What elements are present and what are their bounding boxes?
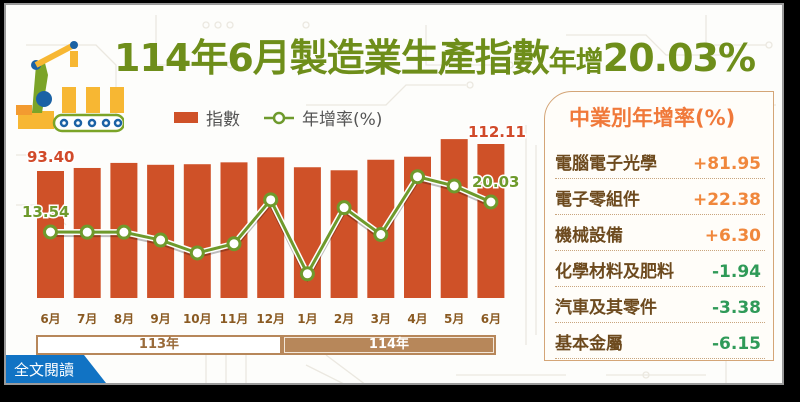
title-main: 114年6月製造業生產指數: [114, 36, 550, 80]
index-bar: [183, 164, 211, 298]
panel-title: 中業別年增率(%): [569, 106, 736, 130]
index-bar: [440, 139, 468, 298]
month-label: 4月: [407, 312, 427, 326]
industry-row: 電子零組件 +22.38: [555, 178, 765, 215]
combo-chart: 6月 7月 8月 9月 10月 11月 12月 1月 2月 3月 4月 5月 6月 93.40 13.54 1…: [21, 122, 528, 327]
industry-growth-value: +6.30: [704, 226, 761, 246]
month-label: 2月: [334, 312, 354, 326]
month-label: 6月: [40, 312, 60, 326]
industry-growth-value: -1.94: [712, 262, 761, 282]
title-yoy-label: 年增: [548, 45, 604, 78]
year-label-113: 113年: [36, 335, 282, 355]
month-label: 6月: [481, 312, 501, 326]
growth-rate-point: [483, 194, 499, 210]
industry-growth-value: +22.38: [692, 190, 761, 210]
infographic-card: 114年6月製造業生產指數年增20.03% 指數 年增率(%) 6月 7月 8月 9月…: [4, 3, 784, 385]
index-bar: [477, 144, 505, 298]
industry-name: 電腦電子光學: [555, 154, 657, 174]
industry-growth-value: -6.15: [712, 334, 761, 354]
line-legend-label: 年增率(%): [302, 110, 383, 130]
first-index-label: 93.40: [27, 148, 74, 166]
bar-legend-swatch: [174, 112, 198, 123]
growth-rate-point: [410, 169, 425, 185]
page-title: 114年6月製造業生產指數年增20.03%: [114, 27, 756, 82]
title-yoy-value: 20.03%: [602, 36, 756, 80]
growth-rate-point: [226, 236, 242, 252]
industry-name: 汽車及其零件: [555, 298, 657, 318]
first-rate-label: 13.54: [22, 203, 69, 221]
industry-name: 電子零組件: [555, 190, 640, 210]
month-label: 9月: [150, 312, 170, 326]
read-full-text-button[interactable]: 全文閱讀: [6, 355, 106, 383]
industry-row: 汽車及其零件 -3.38: [555, 286, 765, 323]
growth-rate-point: [336, 200, 352, 216]
industry-row: 基本金屬 -6.15: [555, 322, 765, 359]
industry-name: 機械設備: [555, 226, 623, 246]
index-bar: [257, 157, 285, 298]
growth-rate-point: [446, 178, 462, 194]
chart-legend: 指數 年增率(%): [174, 105, 382, 130]
index-bar: [330, 170, 358, 298]
growth-rate-point: [189, 245, 205, 261]
growth-rate-point: [43, 224, 58, 240]
month-label: 1月: [297, 312, 317, 326]
industry-growth-value: -3.38: [712, 298, 761, 318]
industry-name: 化學材料及肥料: [555, 262, 674, 282]
growth-rate-point: [116, 224, 132, 240]
month-label: 3月: [371, 312, 391, 326]
year-label-114: 114年: [282, 335, 496, 355]
industry-row: 機械設備 +6.30: [555, 214, 765, 251]
growth-rate-point: [263, 192, 279, 208]
month-label: 10月: [183, 312, 212, 326]
last-index-label: 112.11: [468, 123, 526, 141]
read-full-text-label: 全文閱讀: [14, 361, 75, 379]
growth-rate-point: [79, 224, 95, 240]
industry-row: 化學材料及肥料 -1.94: [555, 250, 765, 287]
month-label: 11月: [220, 312, 249, 326]
growth-rate-point: [299, 266, 315, 282]
month-label: 5月: [444, 312, 464, 326]
industry-growth-panel: 中業別年增率(%) 電腦電子光學 +81.95 電子零組件 +22.38 機械設備 +6.…: [544, 91, 774, 361]
growth-rate-point: [153, 232, 169, 248]
bar-legend-label: 指數: [206, 110, 240, 130]
index-bar: [147, 164, 175, 298]
month-label: 8月: [114, 312, 134, 326]
month-label: 12月: [256, 312, 285, 326]
line-legend-marker-icon: [264, 111, 294, 124]
industry-growth-value: +81.95: [692, 154, 761, 174]
industry-name: 基本金屬: [555, 334, 623, 354]
growth-rate-point: [373, 226, 389, 242]
month-label: 7月: [77, 312, 97, 326]
last-rate-label: 20.03: [472, 173, 519, 191]
robot-arm-assembly-illustration: [16, 41, 124, 133]
industry-row: 電腦電子光學 +81.95: [555, 142, 765, 179]
read-button-shape: [6, 355, 106, 383]
